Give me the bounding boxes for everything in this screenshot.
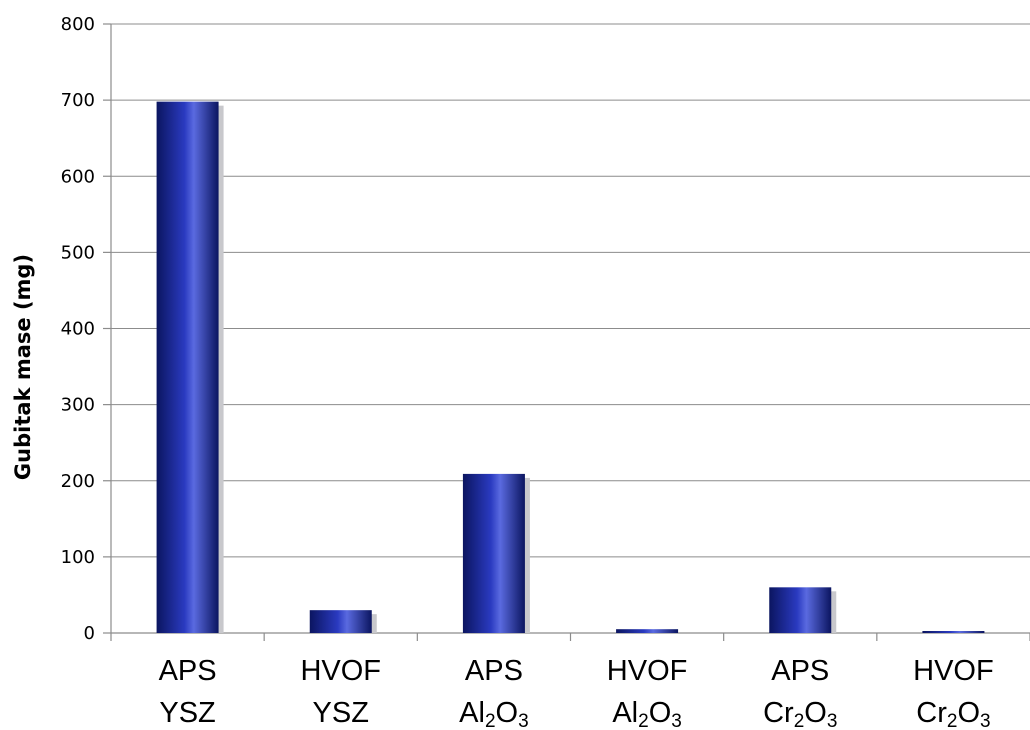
- bar: [922, 631, 985, 633]
- x-category-label-line1: APS: [771, 655, 829, 687]
- y-tick-label: 400: [61, 319, 95, 340]
- bar: [616, 629, 679, 633]
- bar: [156, 101, 219, 633]
- y-tick-label: 500: [61, 242, 95, 263]
- gridlines: [111, 23, 1030, 558]
- y-tick-label: 700: [61, 90, 95, 111]
- x-category-label-line2: Al2O3: [459, 697, 529, 730]
- x-category-label-line1: HVOF: [300, 655, 381, 687]
- y-tick-label: 0: [84, 623, 95, 644]
- x-category-label-line2: YSZ: [159, 697, 215, 729]
- bar-group: [616, 629, 679, 633]
- x-category-label-line2: Cr2O3: [916, 697, 990, 730]
- x-category-label-line2: YSZ: [313, 697, 369, 729]
- x-category-label-line2: Cr2O3: [763, 697, 837, 730]
- y-tick-label: 600: [61, 166, 95, 187]
- y-tick-labels: 0 100 200 300 400 500 600 700 800: [61, 14, 95, 644]
- x-category-label-line1: HVOF: [913, 655, 994, 687]
- y-tick-label: 800: [61, 14, 95, 35]
- bar-group: [769, 587, 837, 633]
- x-category-label-line1: APS: [465, 655, 523, 687]
- x-category-labels: APS YSZ HVOF YSZ APS Al2O3 HVOF Al2O3 APS Cr2O3 HV…: [159, 655, 994, 730]
- bars: [156, 101, 985, 633]
- y-tick-label: 100: [61, 547, 95, 568]
- bar: [462, 473, 525, 633]
- y-axis-title: Gubitak mase (mg): [11, 254, 35, 480]
- bar-group: [309, 610, 377, 633]
- x-category-label-line1: APS: [159, 655, 217, 687]
- bar-group: [156, 101, 224, 633]
- y-tick-label: 300: [61, 395, 95, 416]
- axes: [103, 23, 1030, 641]
- x-category-label-line1: HVOF: [607, 655, 688, 687]
- y-tick-label: 200: [61, 471, 95, 492]
- bar-group: [922, 631, 985, 633]
- bar: [769, 587, 832, 633]
- bar-group: [462, 473, 530, 633]
- x-category-label-line2: Al2O3: [612, 697, 682, 730]
- bar: [309, 610, 372, 633]
